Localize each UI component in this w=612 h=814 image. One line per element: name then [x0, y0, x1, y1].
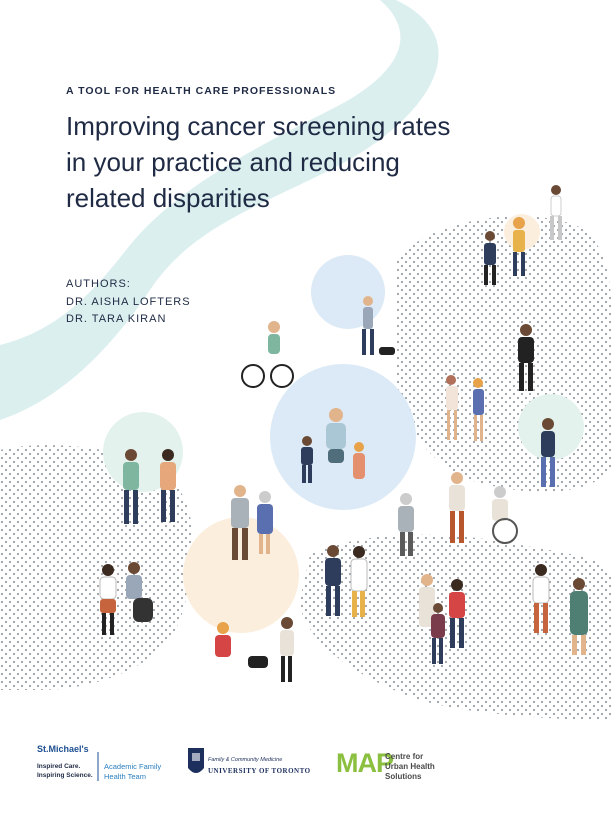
- person-figure: [301, 436, 313, 483]
- authors-label: AUTHORS:: [66, 278, 131, 290]
- teal-wave-shape: [0, 0, 439, 420]
- person-figure: [123, 449, 139, 524]
- person-figure: [350, 546, 368, 617]
- person-figure: [160, 449, 176, 522]
- map-line: Urban Health: [385, 762, 435, 771]
- page-title: Improving cancer screening rates in your…: [66, 108, 466, 216]
- person-figure: [99, 564, 117, 635]
- uoft-department: Family & Community Medicine: [208, 757, 283, 763]
- uoft-name: UNIVERSITY OF TORONTO: [208, 767, 311, 775]
- blue-circle-small: [311, 255, 385, 329]
- person-figure: [550, 185, 562, 240]
- author-name: DR. TARA KIRAN: [66, 313, 167, 325]
- person-figure: [231, 485, 249, 560]
- title-line: Improving cancer screening rates: [66, 111, 451, 141]
- person-figure: [126, 562, 153, 622]
- map-line: Solutions: [385, 772, 422, 781]
- person-figure: [449, 472, 465, 543]
- person-figure: [215, 622, 268, 668]
- person-figure: [541, 418, 555, 487]
- title-line: related disparities: [66, 183, 270, 213]
- dotted-region-left: [0, 445, 194, 690]
- person-figure: [362, 296, 395, 355]
- person-figure: [398, 493, 414, 556]
- person-figure: [484, 231, 496, 285]
- people-illustrations: [99, 185, 588, 682]
- person-figure: [473, 378, 484, 441]
- person-figure: [257, 491, 273, 554]
- person-figure: [492, 486, 518, 544]
- dotted-region-upper: [395, 216, 612, 492]
- person-figure: [419, 574, 435, 627]
- title-line: in your practice and reducing: [66, 147, 400, 177]
- kicker-label: A TOOL FOR HEALTH CARE PROFESSIONALS: [66, 85, 337, 97]
- person-figure: [431, 603, 445, 664]
- person-figure: [449, 579, 465, 648]
- academic-team-line: Academic Family: [104, 762, 162, 771]
- person-figure: [241, 321, 294, 388]
- author-name: DR. AISHA LOFTERS: [66, 296, 191, 308]
- map-line: Centre for: [385, 752, 424, 761]
- person-figure: [325, 545, 341, 616]
- academic-team-line: Health Team: [104, 772, 146, 781]
- peach-circle: [183, 517, 299, 633]
- uoft-crest-icon: [188, 748, 204, 773]
- stmichaels-tagline: Inspiring Science.: [37, 772, 93, 779]
- person-figure: [353, 442, 365, 479]
- stmichaels-name: St.Michael's: [37, 744, 89, 754]
- person-figure: [570, 578, 588, 655]
- person-figure: [446, 375, 458, 440]
- person-figure: [532, 564, 550, 633]
- person-figure: [518, 324, 534, 391]
- person-figure: [280, 617, 294, 682]
- person-figure: [513, 217, 525, 276]
- stmichaels-tagline: Inspired Care.: [37, 763, 81, 770]
- dotted-region-lower: [300, 534, 612, 720]
- person-figure: [326, 408, 346, 463]
- map-acronym: MAP: [336, 748, 394, 778]
